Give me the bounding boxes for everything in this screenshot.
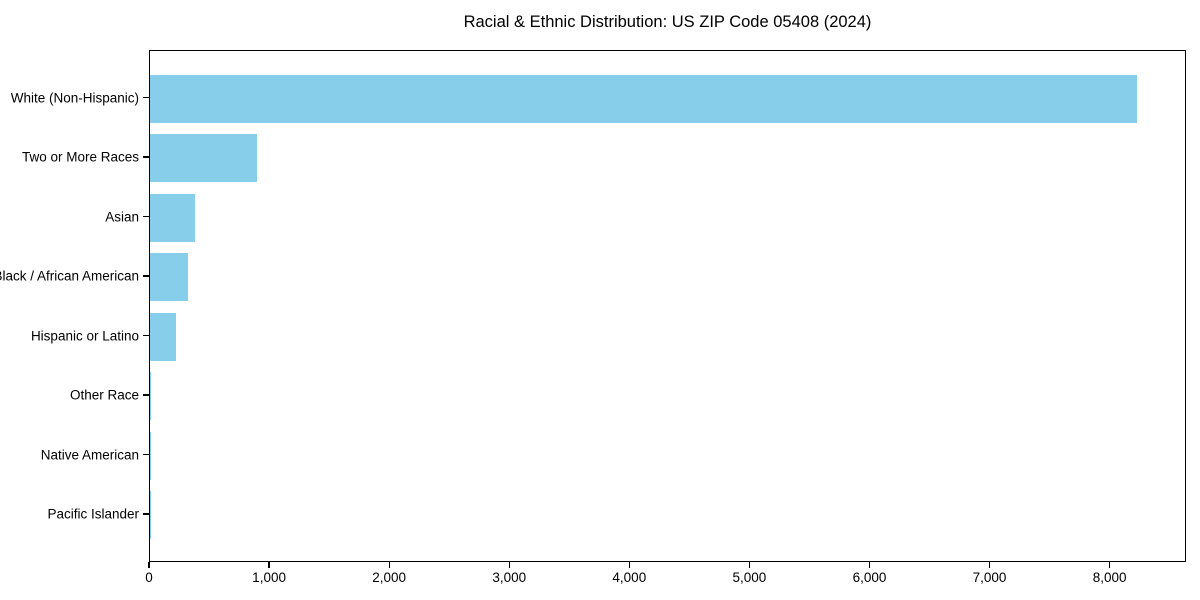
category-label-native-american: Native American (40, 447, 139, 462)
category-label-asian: Asian (105, 209, 139, 224)
y-tick-black-african-american (143, 275, 149, 277)
x-tick-label-7000: 7,000 (972, 570, 1007, 585)
category-label-black-african-american: Black / African American (0, 268, 139, 284)
y-tick-native-american (143, 453, 149, 456)
category-label-hispanic-or-latino: Hispanic or Latino (30, 328, 139, 343)
x-tick-label-5000: 5,000 (732, 570, 767, 585)
x-tick-label-2000: 2,000 (372, 570, 407, 585)
x-tick-label-6000: 6,000 (852, 570, 887, 585)
bar-black-african-american (150, 253, 189, 301)
y-tick-other-race (143, 394, 149, 396)
x-tick-0 (148, 562, 150, 568)
category-label-white-non-hispanic: White (Non-Hispanic) (10, 90, 139, 105)
y-tick-asian (143, 215, 149, 218)
bar-other-race (150, 372, 152, 420)
bar-hispanic-or-latino (150, 312, 176, 361)
bar-asian (150, 193, 195, 242)
x-tick-label-0: 0 (145, 570, 153, 585)
chart-title: Racial & Ethnic Distribution: US ZIP Cod… (463, 13, 872, 31)
y-tick-pacific-islander (143, 513, 149, 515)
y-tick-two-or-more-races (143, 156, 149, 158)
bar-native-american (150, 431, 151, 480)
category-label-two-or-more-races: Two or More Races (21, 149, 139, 165)
x-tick-label-1000: 1,000 (252, 570, 286, 585)
x-tick-3000 (508, 562, 510, 568)
x-tick-7000 (988, 562, 991, 568)
y-tick-white-non-hispanic (143, 96, 149, 99)
x-tick-label-4000: 4,000 (612, 570, 647, 585)
x-tick-4000 (628, 562, 630, 568)
category-label-other-race: Other Race (69, 387, 139, 403)
category-label-pacific-islander: Pacific Islander (47, 506, 139, 522)
plot-area (149, 50, 1186, 562)
x-tick-label-8000: 8,000 (1092, 570, 1127, 585)
y-tick-hispanic-or-latino (143, 334, 149, 337)
bar-white-non-hispanic (150, 74, 1138, 123)
x-tick-2000 (388, 562, 390, 568)
x-tick-6000 (868, 562, 871, 568)
x-tick-1000 (268, 562, 270, 568)
bar-two-or-more-races (150, 134, 258, 182)
x-tick-8000 (1108, 562, 1111, 568)
x-tick-5000 (748, 562, 751, 568)
x-tick-label-3000: 3,000 (492, 570, 527, 585)
